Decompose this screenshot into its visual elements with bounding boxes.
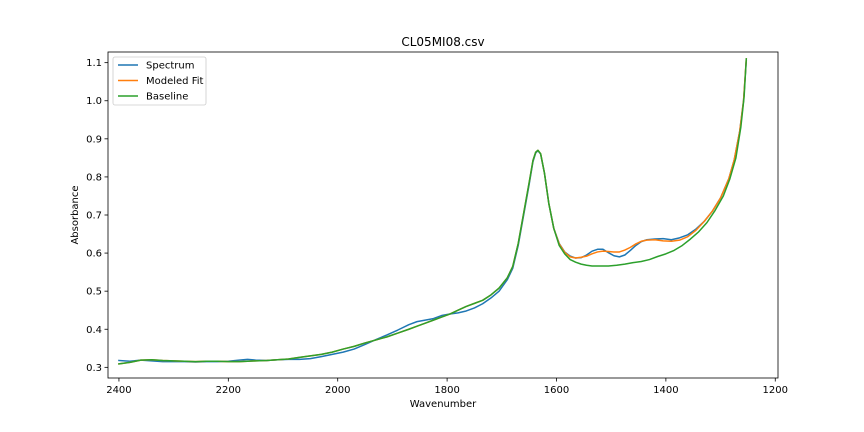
y-tick-label: 0.8 xyxy=(86,172,102,183)
chart-title: CL05MI08.csv xyxy=(401,35,484,49)
legend: Spectrum Modeled Fit Baseline xyxy=(112,56,207,106)
x-tick-label: 2000 xyxy=(325,385,350,396)
x-tick-label: 2200 xyxy=(216,385,241,396)
y-tick-label: 0.6 xyxy=(86,249,102,260)
legend-label: Baseline xyxy=(146,92,188,103)
x-tick-label: 1600 xyxy=(544,385,569,396)
y-tick-label: 1.0 xyxy=(86,96,102,107)
y-tick-label: 0.4 xyxy=(86,325,102,336)
x-axis: 2400 2200 2000 1800 1600 1400 1200 xyxy=(106,378,788,396)
legend-label: Modeled Fit xyxy=(146,76,204,87)
y-tick-label: 0.7 xyxy=(86,211,102,222)
y-axis: 0.3 0.4 0.5 0.6 0.7 0.8 0.9 1.0 1.1 xyxy=(86,58,108,374)
y-tick-label: 1.1 xyxy=(86,58,102,69)
legend-label: Spectrum xyxy=(146,61,194,72)
y-tick-label: 0.3 xyxy=(86,363,102,374)
x-tick-label: 1400 xyxy=(653,385,678,396)
legend-box xyxy=(112,56,207,106)
x-tick-label: 2400 xyxy=(106,385,131,396)
y-axis-label: Absorbance xyxy=(70,185,81,244)
x-tick-label: 1200 xyxy=(763,385,788,396)
x-axis-label: Wavenumber xyxy=(410,399,477,410)
series-line-baseline xyxy=(118,58,748,365)
y-tick-label: 0.9 xyxy=(86,134,102,145)
y-tick-label: 0.5 xyxy=(86,287,102,298)
x-tick-label: 1800 xyxy=(434,385,459,396)
series-layer xyxy=(118,58,748,365)
